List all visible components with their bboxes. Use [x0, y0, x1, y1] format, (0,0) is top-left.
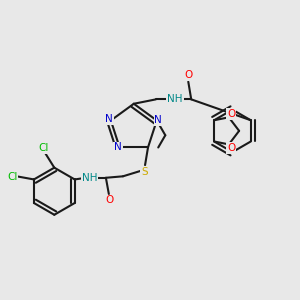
Text: NH: NH [167, 94, 183, 104]
Text: N: N [114, 142, 122, 152]
Text: N: N [154, 116, 162, 125]
Text: O: O [227, 109, 235, 119]
Text: O: O [227, 143, 235, 153]
Text: O: O [105, 195, 114, 206]
Text: Cl: Cl [7, 172, 18, 182]
Text: S: S [141, 167, 148, 177]
Text: N: N [106, 114, 113, 124]
Text: O: O [184, 70, 192, 80]
Text: NH: NH [82, 173, 98, 183]
Text: Cl: Cl [39, 143, 49, 153]
